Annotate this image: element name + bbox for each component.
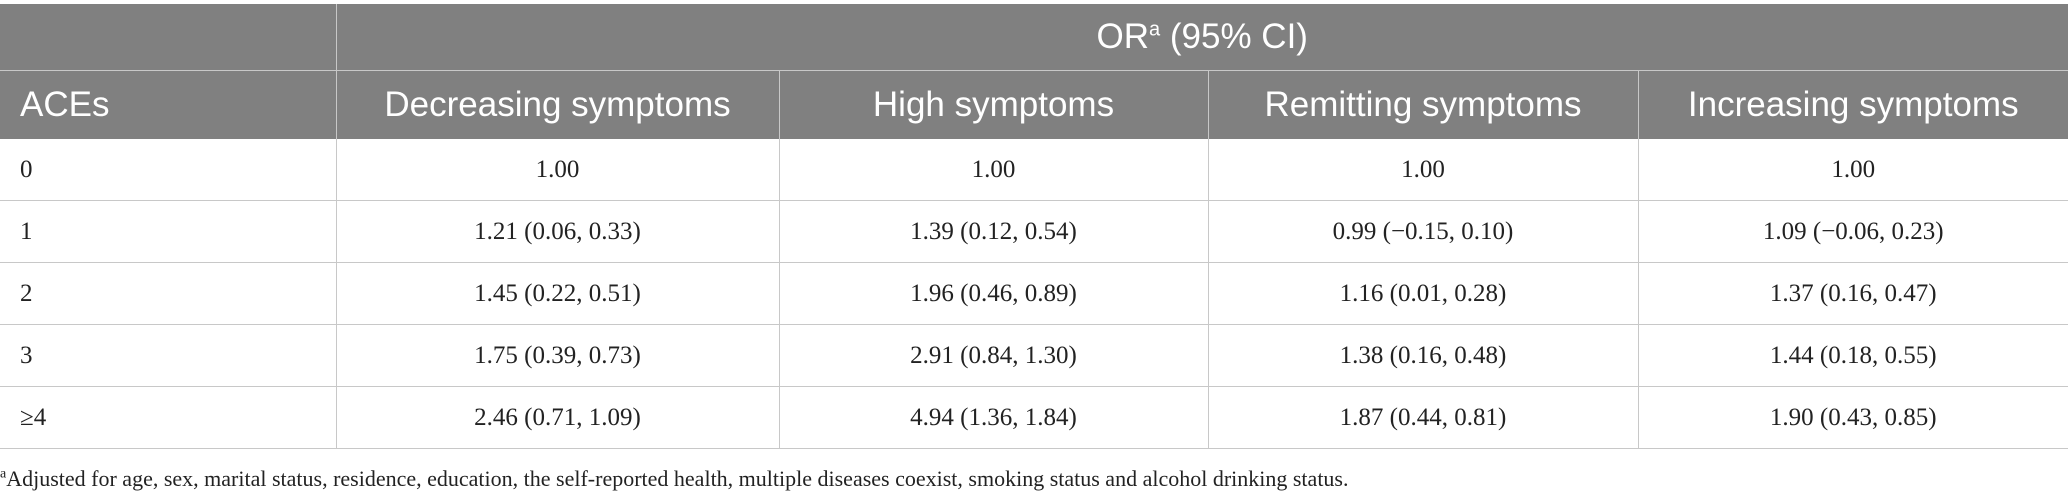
or-cell: 1.00 [778, 139, 1208, 201]
or-cell: 4.94 (1.36, 1.84) [778, 386, 1208, 449]
table-row: ≥4 2.46 (0.71, 1.09) 4.94 (1.36, 1.84) 1… [0, 386, 2068, 449]
table-row: 3 1.75 (0.39, 0.73) 2.91 (0.84, 1.30) 1.… [0, 324, 2068, 387]
table-footnote: aAdjusted for age, sex, marital status, … [0, 466, 2068, 492]
table-header: ORa (95% CI) ACEs Decreasing symptoms Hi… [0, 4, 2068, 139]
column-header-remitting: Remitting symptoms [1207, 70, 1638, 139]
or-cell: 1.00 [335, 139, 779, 201]
or-cell: 1.00 [1637, 139, 2068, 201]
aces-cell: 1 [0, 200, 336, 263]
or-cell: 1.87 (0.44, 0.81) [1207, 386, 1638, 449]
table-row: 2 1.45 (0.22, 0.51) 1.96 (0.46, 0.89) 1.… [0, 262, 2068, 325]
odds-ratio-table: ORa (95% CI) ACEs Decreasing symptoms Hi… [0, 4, 2068, 449]
aces-cell: 0 [0, 139, 336, 201]
or-cell: 1.75 (0.39, 0.73) [335, 324, 779, 387]
footnote-marker: a [0, 466, 7, 482]
or-cell: 1.90 (0.43, 0.85) [1637, 386, 2068, 449]
group-footnote-marker: a [1149, 18, 1161, 41]
or-cell: 1.45 (0.22, 0.51) [335, 262, 779, 325]
column-header-decreasing: Decreasing symptoms [335, 70, 779, 139]
or-cell: 2.91 (0.84, 1.30) [778, 324, 1208, 387]
odds-ratio-table-container: ORa (95% CI) ACEs Decreasing symptoms Hi… [0, 4, 2068, 449]
or-cell: 1.39 (0.12, 0.54) [778, 200, 1208, 263]
group-label-suffix: (95% CI) [1160, 17, 1308, 56]
header-columns-row: ACEs Decreasing symptoms High symptoms R… [0, 70, 2068, 139]
table-row: 0 1.00 1.00 1.00 1.00 [0, 139, 2068, 201]
table-body: 0 1.00 1.00 1.00 1.00 1 1.21 (0.06, 0.33… [0, 139, 2068, 449]
or-cell: 1.44 (0.18, 0.55) [1637, 324, 2068, 387]
column-header-increasing: Increasing symptoms [1637, 70, 2068, 139]
or-cell: 2.46 (0.71, 1.09) [335, 386, 779, 449]
footnote-text: Adjusted for age, sex, marital status, r… [6, 466, 1349, 491]
or-cell: 0.99 (−0.15, 0.10) [1207, 200, 1638, 263]
or-cell: 1.37 (0.16, 0.47) [1637, 262, 2068, 325]
column-header-aces: ACEs [0, 70, 336, 139]
table-row: 1 1.21 (0.06, 0.33) 1.39 (0.12, 0.54) 0.… [0, 200, 2068, 263]
header-group-row: ORa (95% CI) [0, 4, 2068, 71]
aces-cell: ≥4 [0, 386, 336, 449]
header-empty-cell [0, 4, 336, 71]
or-cell: 1.16 (0.01, 0.28) [1207, 262, 1638, 325]
or-cell: 1.96 (0.46, 0.89) [778, 262, 1208, 325]
column-header-high: High symptoms [778, 70, 1208, 139]
or-cell: 1.09 (−0.06, 0.23) [1637, 200, 2068, 263]
or-cell: 1.21 (0.06, 0.33) [335, 200, 779, 263]
group-label: OR [1096, 17, 1150, 56]
aces-cell: 2 [0, 262, 336, 325]
or-cell: 1.38 (0.16, 0.48) [1207, 324, 1638, 387]
aces-cell: 3 [0, 324, 336, 387]
or-cell: 1.00 [1207, 139, 1638, 201]
header-group-cell: ORa (95% CI) [335, 4, 2068, 71]
